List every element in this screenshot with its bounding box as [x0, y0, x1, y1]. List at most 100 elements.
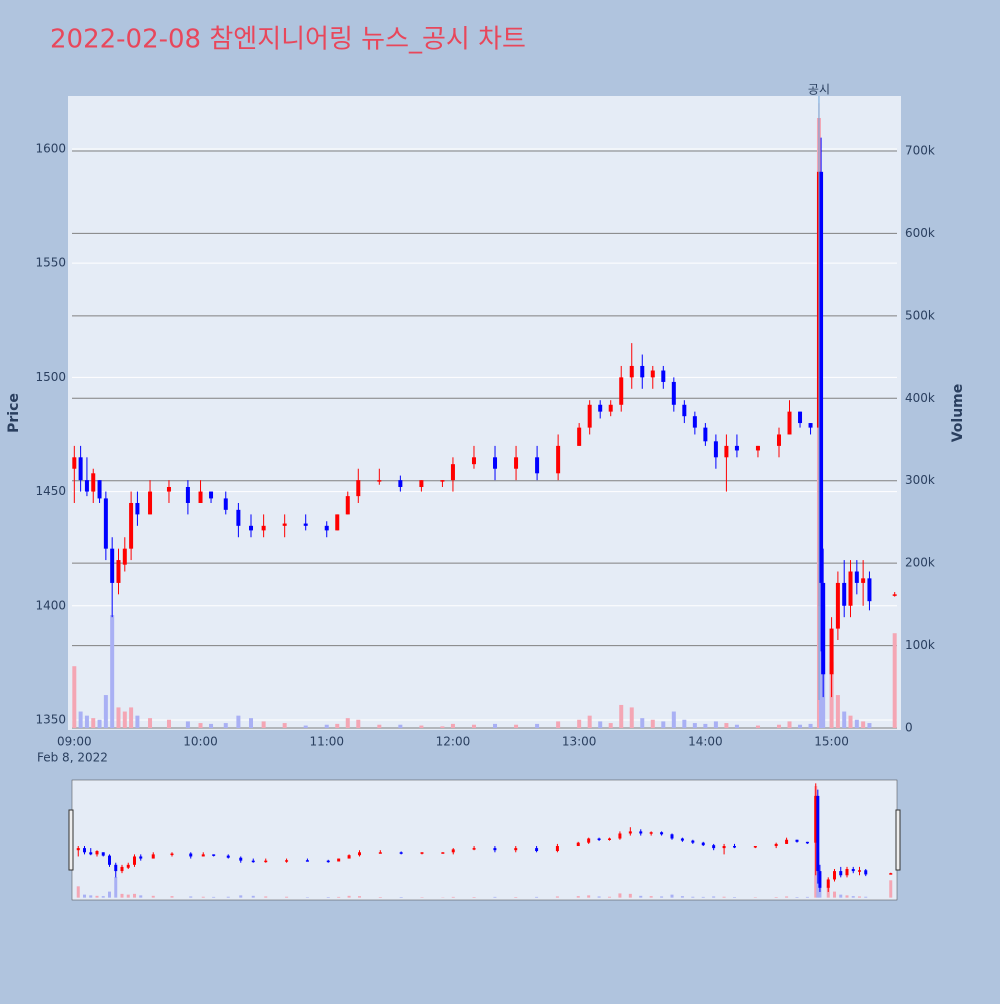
slider-volume-bar [285, 897, 288, 898]
volume-bar [630, 707, 634, 728]
candle-body [283, 524, 287, 526]
slider-volume-bar [171, 896, 174, 898]
slider-candle-body [400, 852, 403, 854]
candle-body [440, 480, 444, 482]
y-tick-label: 1500 [35, 370, 66, 384]
slider-volume-bar [806, 897, 809, 898]
candle-body [630, 366, 634, 377]
slider-candle-body [114, 865, 117, 871]
volume-bar [682, 720, 686, 728]
slider-candle-body [171, 854, 174, 856]
volume-bar [809, 724, 813, 728]
slider-volume-bar [702, 897, 705, 898]
candle-body [85, 480, 89, 491]
slider-candle-body [816, 796, 819, 871]
candle-body [335, 514, 339, 530]
slider-candle-body [598, 838, 601, 840]
slider-candle-body [691, 841, 694, 843]
slider-handle[interactable] [69, 810, 73, 870]
volume-bar [79, 712, 83, 728]
y2-axis-label: Volume [950, 384, 966, 443]
y-tick-label: 1450 [35, 484, 66, 498]
candle-body [325, 526, 329, 531]
volume-bar [72, 666, 76, 728]
candle-body [514, 457, 518, 468]
slider-candle-body [806, 842, 809, 844]
slider-candle-body [337, 859, 340, 862]
volume-bar [110, 615, 114, 728]
volume-bar [556, 721, 560, 728]
range-slider[interactable] [72, 780, 897, 900]
candle-body [556, 446, 560, 473]
slider-volume-bar [348, 896, 351, 898]
candle-body [849, 572, 853, 606]
slider-volume-bar [77, 886, 80, 897]
candle-body [148, 492, 152, 515]
volume-bar [714, 721, 718, 728]
slider-volume-bar [379, 897, 382, 898]
slider-volume-bar [89, 895, 92, 897]
y2-tick-label: 0 [905, 721, 913, 735]
slider-candle-body [133, 856, 136, 864]
candle-body [110, 549, 114, 583]
volume-bar [861, 721, 865, 728]
candle-body [123, 549, 127, 565]
y2-tick-label: 700k [905, 143, 935, 157]
volume-bar [304, 726, 308, 728]
slider-volume-bar [839, 895, 842, 898]
slider-volume-bar [252, 896, 255, 898]
candle-body [91, 473, 95, 491]
slider-candle-body [212, 854, 215, 856]
volume-bar [167, 720, 171, 728]
slider-candle-body [818, 871, 821, 888]
candle-body [640, 366, 644, 377]
y-axis-label: Price [6, 393, 22, 433]
volume-bar [842, 712, 846, 728]
slider-candle-body [493, 848, 496, 850]
candle-body [756, 446, 760, 451]
slider-candle-body [608, 838, 611, 840]
volume-bar [356, 720, 360, 728]
volume-bar [535, 724, 539, 728]
candle-body [249, 526, 253, 531]
slider-candle-body [846, 869, 849, 875]
volume-bar [123, 712, 127, 728]
slider-volume-bar [598, 896, 601, 897]
volume-bar [640, 718, 644, 728]
slider-candle-body [618, 833, 621, 838]
volume-bar [398, 725, 402, 728]
candle-body [693, 416, 697, 427]
slider-volume-bar [671, 895, 674, 898]
candle-body [199, 492, 203, 503]
volume-bar [135, 716, 139, 728]
candle-body [356, 480, 360, 496]
y-tick-label: 1400 [35, 598, 66, 612]
volume-bar [325, 725, 329, 728]
slider-volume-bar [102, 896, 105, 898]
slider-candle-body [89, 852, 92, 854]
slider-volume-bar [202, 897, 205, 898]
volume-bar [236, 716, 240, 728]
slider-candle-body [441, 852, 444, 854]
slider-volume-bar [358, 896, 361, 898]
slider-volume-bar [889, 880, 892, 897]
plot-area [68, 96, 901, 730]
slider-candle-body [681, 838, 684, 840]
candle-body [855, 572, 859, 583]
volume-bar [609, 723, 613, 728]
slider-candle-body [202, 854, 205, 856]
candle-body [304, 524, 308, 526]
candle-body [861, 578, 865, 583]
slider-candle-body [327, 861, 330, 863]
candle-body [661, 371, 665, 382]
slider-candle-body [189, 854, 192, 857]
y-tick-label: 1350 [35, 712, 66, 726]
candle-body [724, 446, 728, 457]
slider-handle[interactable] [896, 810, 900, 870]
slider-volume-bar [121, 894, 124, 898]
volume-bar [199, 723, 203, 728]
slider-candle-body [858, 870, 861, 872]
slider-volume-bar [691, 897, 694, 898]
candle-body [398, 480, 402, 487]
slider-candle-body [852, 869, 855, 871]
